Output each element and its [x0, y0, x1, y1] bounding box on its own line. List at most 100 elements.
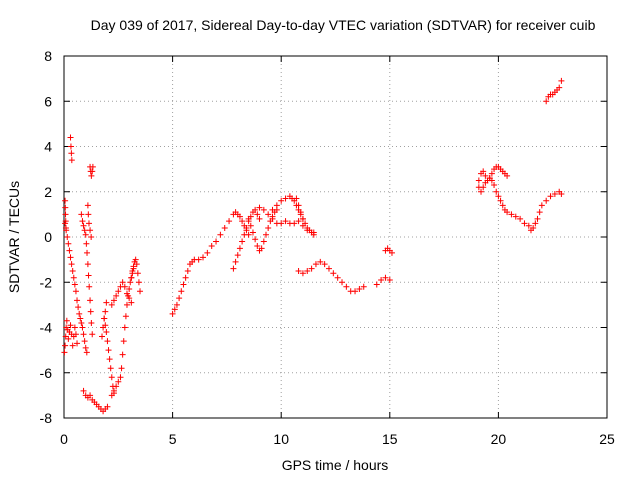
data-point-marker [105, 347, 112, 354]
data-point-marker [258, 245, 265, 252]
data-point-marker [247, 222, 254, 229]
data-point-marker [256, 204, 263, 211]
data-point-marker [299, 270, 306, 277]
series-arc-x [475, 175, 565, 234]
data-point-marker [84, 202, 91, 209]
data-point-marker [241, 231, 248, 238]
data-point-marker [117, 374, 124, 381]
data-point-marker [256, 215, 263, 222]
series-arc-u [373, 274, 393, 288]
x-axis-label: GPS time / hours [282, 457, 389, 473]
data-point-marker [69, 342, 76, 349]
data-point-marker [87, 227, 94, 234]
data-point-marker [488, 170, 495, 177]
data-point-marker [120, 338, 127, 345]
data-point-marker [499, 202, 506, 209]
data-point-marker [304, 267, 311, 274]
data-point-marker [252, 206, 259, 213]
data-point-marker [297, 209, 304, 216]
data-point-marker [480, 184, 487, 191]
data-point-marker [62, 224, 69, 231]
data-point-marker [291, 220, 298, 227]
data-point-marker [200, 254, 207, 261]
data-point-marker [373, 281, 380, 288]
data-point-marker [504, 172, 511, 179]
data-point-marker [378, 276, 385, 283]
data-point-marker [334, 274, 341, 281]
series-arc-m [128, 256, 144, 295]
data-point-marker [525, 222, 532, 229]
data-point-marker [325, 265, 332, 272]
data-point-marker [78, 319, 85, 326]
data-point-marker [104, 338, 111, 345]
data-point-marker [482, 172, 489, 179]
data-point-marker [103, 329, 110, 336]
data-point-marker [236, 245, 243, 252]
data-point-marker [79, 218, 86, 225]
data-point-marker [282, 195, 289, 202]
data-point-marker [388, 249, 395, 256]
data-point-marker [103, 299, 110, 306]
data-point-marker [558, 191, 565, 198]
data-point-marker [558, 77, 565, 84]
data-point-marker [260, 206, 267, 213]
data-point-marker [118, 365, 125, 372]
data-point-marker [100, 324, 107, 331]
data-point-marker [129, 267, 136, 274]
x-tick-label: 25 [599, 431, 615, 447]
data-point-marker [508, 211, 515, 218]
data-point-marker [108, 374, 115, 381]
series-arc-y [543, 77, 565, 105]
data-point-marker [208, 243, 215, 250]
data-point-marker [108, 392, 115, 399]
data-point-marker [475, 177, 482, 184]
series-arc-k [108, 265, 137, 399]
data-point-marker [232, 258, 239, 265]
chart-title: Day 039 of 2017, Sidereal Day-to-day VTE… [91, 17, 596, 33]
data-point-marker [82, 344, 89, 351]
data-point-marker [488, 177, 495, 184]
series-arc-c [62, 197, 69, 231]
data-point-marker [84, 249, 91, 256]
data-point-marker [249, 229, 256, 236]
series-arc-a [61, 317, 81, 356]
data-point-marker [108, 301, 115, 308]
x-tick-label: 0 [60, 431, 68, 447]
data-point-marker [87, 392, 94, 399]
data-point-marker [213, 238, 220, 245]
series-arc-l [108, 279, 135, 308]
data-point-marker [74, 297, 81, 304]
data-point-marker [386, 276, 393, 283]
data-point-marker [543, 197, 550, 204]
y-tick-label: 6 [44, 93, 52, 109]
data-point-marker [72, 288, 79, 295]
data-point-marker [551, 191, 558, 198]
plot-frame [63, 55, 608, 419]
data-points [61, 77, 565, 415]
data-point-marker [478, 188, 485, 195]
data-point-marker [273, 202, 280, 209]
data-point-marker [110, 387, 117, 394]
data-point-marker [171, 306, 178, 313]
data-point-marker [67, 254, 74, 261]
data-point-marker [278, 197, 285, 204]
series-arc-t [295, 258, 367, 295]
data-point-marker [184, 267, 191, 274]
y-tick-label: 2 [44, 184, 52, 200]
y-tick-label: 8 [44, 48, 52, 64]
data-point-marker [84, 261, 91, 268]
data-point-marker [217, 231, 224, 238]
data-point-marker [126, 286, 133, 293]
data-point-marker [66, 247, 73, 254]
data-point-marker [65, 335, 72, 342]
data-point-marker [61, 349, 68, 356]
data-point-marker [76, 310, 83, 317]
data-point-marker [68, 157, 75, 164]
data-point-marker [132, 256, 139, 263]
data-point-marker [87, 297, 94, 304]
data-point-marker [282, 218, 289, 225]
data-point-marker [123, 301, 130, 308]
data-point-marker [547, 193, 554, 200]
data-point-marker [128, 299, 135, 306]
series-arc-g [87, 163, 96, 179]
